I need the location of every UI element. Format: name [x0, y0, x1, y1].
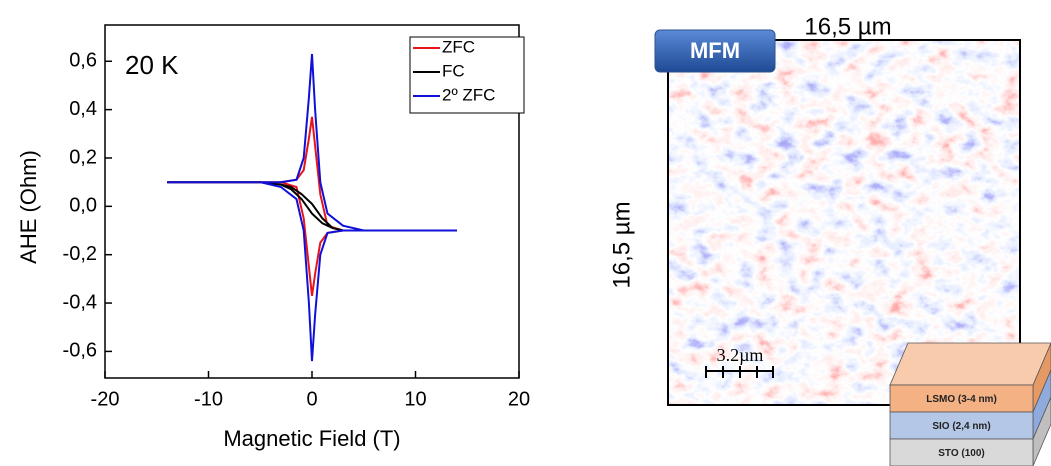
- legend-label: ZFC: [442, 37, 475, 56]
- width-label: 16,5 µm: [804, 13, 891, 40]
- x-tick-label: 20: [508, 388, 530, 410]
- x-tick-label: 10: [404, 388, 426, 410]
- mfm-badge-label: MFM: [690, 38, 740, 63]
- layer-top: [889, 342, 1051, 386]
- layer-front: [889, 384, 1034, 413]
- legend-label: FC: [442, 61, 465, 80]
- legend: [409, 36, 525, 114]
- layer-stack: LSMO (3-4 nm) SIO (2,4 nm) STO (100): [889, 342, 1051, 466]
- series-line: [167, 53, 457, 362]
- y-tick-label: 0,0: [69, 195, 97, 217]
- mfm-badge: [654, 29, 776, 73]
- y-axis-label: AHE (Ohm): [16, 150, 41, 264]
- layer-front: [889, 438, 1034, 466]
- y-tick-label: 0,4: [69, 98, 97, 120]
- y-tick-label: -0,2: [63, 243, 97, 265]
- y-tick-label: 0,2: [69, 146, 97, 168]
- scale-bar-label: 3.2µm: [717, 345, 764, 365]
- layer-front: [889, 411, 1034, 440]
- x-tick-label: -10: [194, 388, 223, 410]
- series-line: [167, 116, 457, 296]
- x-tick-label: -20: [91, 388, 120, 410]
- mfm-panel: MFM 16,5 µm 16,5 µm 3.2µm LSMO (3-4 nm) S…: [608, 13, 1051, 466]
- height-label: 16,5 µm: [608, 201, 635, 288]
- mfm-frame: [667, 39, 1021, 406]
- legend-label: 2º ZFC: [442, 85, 495, 104]
- layer-label: SIO (2,4 nm): [932, 421, 990, 432]
- layer-label: LSMO (3-4 nm): [926, 394, 997, 405]
- x-tick-label: 0: [306, 388, 317, 410]
- scale-bar: [705, 366, 774, 378]
- annotation: 20 K: [125, 50, 179, 80]
- layer-label: STO (100): [938, 448, 985, 459]
- y-tick-label: -0,4: [63, 291, 97, 313]
- y-tick-label: -0,6: [63, 340, 97, 362]
- y-tick-label: 0,6: [69, 50, 97, 72]
- x-axis-label: Magnetic Field (T): [223, 426, 400, 451]
- series-line: [167, 181, 457, 232]
